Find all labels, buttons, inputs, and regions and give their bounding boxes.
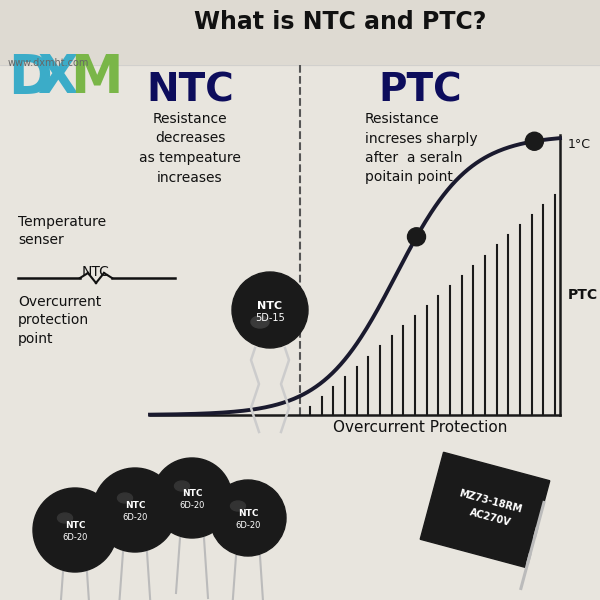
Text: Overcurrent Protection: Overcurrent Protection xyxy=(333,420,507,435)
Circle shape xyxy=(526,132,544,150)
Text: M: M xyxy=(70,52,122,104)
Circle shape xyxy=(33,488,117,572)
Text: What is NTC and PTC?: What is NTC and PTC? xyxy=(194,10,486,34)
Ellipse shape xyxy=(118,493,133,503)
Ellipse shape xyxy=(58,513,73,523)
Text: 6D-20: 6D-20 xyxy=(179,502,205,511)
Ellipse shape xyxy=(175,481,190,491)
Text: NTC: NTC xyxy=(146,72,234,110)
Text: PTC: PTC xyxy=(378,72,462,110)
Text: NTC: NTC xyxy=(182,488,202,497)
Text: PTC: PTC xyxy=(568,288,598,302)
Text: MZ73-18RM: MZ73-18RM xyxy=(457,489,523,515)
Text: 1°C: 1°C xyxy=(568,139,591,151)
Text: 6D-20: 6D-20 xyxy=(62,533,88,542)
Circle shape xyxy=(232,272,308,348)
Text: 5D-15: 5D-15 xyxy=(255,313,285,323)
Text: Overcurrent
protection
point: Overcurrent protection point xyxy=(18,295,101,346)
Circle shape xyxy=(407,228,425,246)
Text: D: D xyxy=(8,52,52,104)
Ellipse shape xyxy=(251,316,269,328)
Ellipse shape xyxy=(230,501,245,511)
Bar xyxy=(0,0,600,65)
Circle shape xyxy=(152,458,232,538)
Text: NTC: NTC xyxy=(125,500,145,509)
Text: Resistance
increses sharply
after  a seraln
poitain point: Resistance increses sharply after a sera… xyxy=(365,112,478,185)
Text: X: X xyxy=(38,52,79,104)
Text: NTC: NTC xyxy=(238,509,258,517)
Text: NTC: NTC xyxy=(82,265,110,279)
Polygon shape xyxy=(420,452,550,568)
Text: AC270V: AC270V xyxy=(468,508,512,529)
Text: 6D-20: 6D-20 xyxy=(122,514,148,523)
Text: Temperature
senser: Temperature senser xyxy=(18,215,106,247)
Text: Resistance
decreases
as tempeature
increases: Resistance decreases as tempeature incre… xyxy=(139,112,241,185)
Text: www.dxmht.com: www.dxmht.com xyxy=(8,58,89,68)
Text: 6D-20: 6D-20 xyxy=(235,521,260,530)
Text: NTC: NTC xyxy=(65,520,85,529)
Circle shape xyxy=(210,480,286,556)
Circle shape xyxy=(93,468,177,552)
Text: NTC: NTC xyxy=(257,301,283,311)
